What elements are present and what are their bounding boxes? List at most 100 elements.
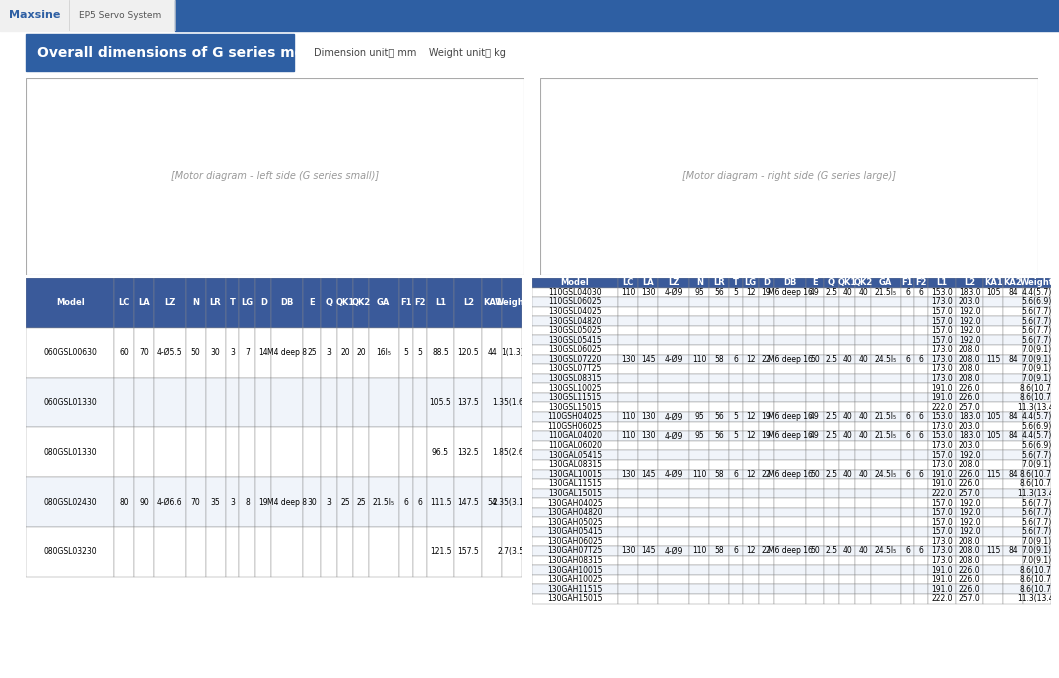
Bar <box>856 287 870 297</box>
Bar <box>532 479 618 489</box>
Bar <box>824 556 840 565</box>
Bar <box>618 374 639 383</box>
Bar <box>1003 565 1023 575</box>
Text: 58: 58 <box>714 355 724 364</box>
Text: 222.0: 222.0 <box>931 403 953 412</box>
Bar <box>870 374 900 383</box>
Bar <box>205 477 226 527</box>
Bar <box>133 278 154 327</box>
Bar <box>639 383 658 393</box>
Bar <box>758 364 774 374</box>
Text: 56: 56 <box>714 288 724 297</box>
Text: E: E <box>309 298 315 307</box>
Bar <box>928 527 956 536</box>
Bar <box>742 316 758 326</box>
Bar <box>840 517 856 527</box>
Text: 153.0: 153.0 <box>931 431 953 441</box>
Bar <box>840 297 856 306</box>
Bar <box>856 575 870 584</box>
Bar <box>729 297 742 306</box>
Text: 50: 50 <box>810 546 820 555</box>
Bar <box>900 345 914 355</box>
Bar <box>758 470 774 479</box>
Bar <box>742 431 758 441</box>
Text: 5.6(7.7): 5.6(7.7) <box>1022 317 1052 325</box>
Bar <box>303 427 321 477</box>
Bar <box>710 393 729 403</box>
Bar <box>689 489 710 498</box>
Bar <box>689 422 710 431</box>
Text: 173.0: 173.0 <box>931 355 953 364</box>
Bar <box>824 565 840 575</box>
Bar <box>774 345 806 355</box>
Text: Weight: Weight <box>496 298 530 307</box>
Bar <box>900 403 914 412</box>
Bar <box>806 403 824 412</box>
Text: 40: 40 <box>858 470 868 479</box>
Text: 208.0: 208.0 <box>958 345 981 355</box>
Text: F2: F2 <box>916 278 927 287</box>
Bar <box>532 565 618 575</box>
Bar <box>856 546 870 556</box>
Bar <box>689 355 710 364</box>
Bar <box>154 527 185 577</box>
Text: 6: 6 <box>734 355 738 364</box>
Bar <box>658 470 689 479</box>
Text: Dimension unit： mm    Weight unit： kg: Dimension unit： mm Weight unit： kg <box>315 47 506 58</box>
Bar <box>689 460 710 470</box>
Bar <box>1023 565 1051 575</box>
Bar <box>900 536 914 546</box>
Text: L2: L2 <box>463 298 474 307</box>
Bar <box>729 336 742 345</box>
Bar <box>928 287 956 297</box>
Bar <box>729 450 742 460</box>
Bar <box>914 584 928 594</box>
Bar <box>729 575 742 584</box>
Text: T: T <box>230 298 235 307</box>
Bar <box>956 565 984 575</box>
Bar <box>729 498 742 508</box>
Bar <box>824 489 840 498</box>
Text: 80: 80 <box>120 498 129 506</box>
Text: 6: 6 <box>905 355 910 364</box>
Bar <box>870 584 900 594</box>
Bar <box>900 383 914 393</box>
Bar <box>870 441 900 450</box>
Bar <box>758 287 774 297</box>
Bar <box>900 517 914 527</box>
Bar <box>639 287 658 297</box>
Text: 2.35(3.15): 2.35(3.15) <box>492 498 532 506</box>
Bar <box>502 327 522 378</box>
Bar <box>774 489 806 498</box>
Bar <box>729 326 742 336</box>
Bar <box>639 403 658 412</box>
Text: 21.5Ⅰ₅: 21.5Ⅰ₅ <box>875 412 897 421</box>
Bar <box>900 316 914 326</box>
Bar <box>914 517 928 527</box>
Bar <box>689 498 710 508</box>
Bar <box>154 278 185 327</box>
Bar <box>639 556 658 565</box>
Bar <box>1023 412 1051 422</box>
Text: 5.6(6.9): 5.6(6.9) <box>1022 422 1052 431</box>
Bar <box>532 326 618 336</box>
Bar <box>321 278 337 327</box>
Bar <box>984 489 1003 498</box>
Bar <box>618 508 639 517</box>
Text: 130GSL08315: 130GSL08315 <box>549 374 602 383</box>
Bar <box>758 479 774 489</box>
Bar <box>742 498 758 508</box>
Bar <box>1023 556 1051 565</box>
Text: 208.0: 208.0 <box>958 546 981 555</box>
Bar <box>532 345 618 355</box>
Bar <box>1023 594 1051 603</box>
Text: 173.0: 173.0 <box>931 556 953 565</box>
Bar <box>956 403 984 412</box>
Bar <box>870 364 900 374</box>
Text: LZ: LZ <box>668 278 680 287</box>
Text: GA: GA <box>879 278 893 287</box>
Bar <box>658 336 689 345</box>
Text: 153.0: 153.0 <box>931 412 953 421</box>
Bar <box>639 575 658 584</box>
Text: 130GSL07T25: 130GSL07T25 <box>549 365 602 374</box>
